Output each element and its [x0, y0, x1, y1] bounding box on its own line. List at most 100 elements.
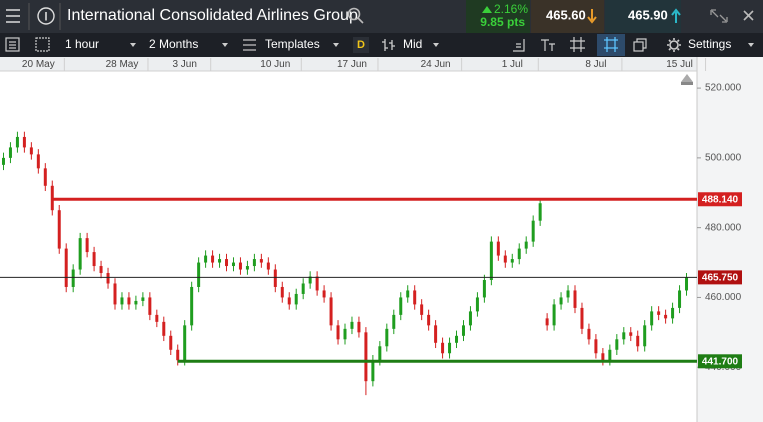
x-tick-label: 3 Jun — [172, 59, 196, 70]
up-arrow — [482, 6, 492, 13]
candle-body — [559, 297, 563, 305]
x-tick-label: 10 Jun — [260, 59, 290, 70]
templates-button[interactable]: Templates — [265, 37, 320, 51]
candle-body — [155, 314, 159, 322]
price-select[interactable]: Mid — [403, 37, 422, 51]
instrument-name: International Consolidated Airlines Grou… — [67, 7, 358, 24]
candle-body — [280, 286, 284, 298]
candle-body — [475, 297, 479, 312]
layers-icon[interactable] — [633, 38, 647, 52]
grid-icon[interactable] — [35, 37, 50, 52]
candle-body — [580, 307, 584, 329]
candle-body — [322, 290, 326, 298]
buy-price[interactable]: 465.90 — [628, 7, 668, 22]
candle-body — [197, 262, 201, 287]
candle-body — [71, 269, 75, 287]
candle-body — [315, 276, 319, 291]
candle-body — [148, 297, 152, 315]
candle-body — [545, 318, 549, 326]
y-tick-label: 480.000 — [705, 222, 742, 233]
candle-body — [601, 353, 605, 361]
crosshair-button[interactable] — [597, 34, 625, 56]
candle-body — [573, 290, 577, 308]
candle-body — [566, 290, 570, 298]
candle-body — [169, 335, 173, 350]
settings-button[interactable]: Settings — [688, 37, 731, 51]
candle-body — [99, 266, 103, 274]
candle-body — [120, 297, 124, 305]
candle-body — [78, 238, 82, 270]
mode-box — [353, 37, 369, 53]
candle-body — [427, 314, 431, 326]
buy-button[interactable] — [605, 0, 681, 33]
candle-body — [622, 332, 626, 340]
date-strip — [0, 57, 697, 71]
candle-body — [141, 297, 145, 301]
candle-body — [448, 342, 452, 354]
candle-body — [371, 360, 375, 382]
candle-body — [461, 325, 465, 336]
level-tag — [698, 192, 742, 207]
sell-price[interactable]: 465.60 — [546, 7, 586, 22]
candle-body — [43, 168, 47, 186]
y-tick-label: 500.000 — [705, 153, 742, 164]
candle-body — [441, 342, 445, 354]
candle-body — [106, 273, 110, 284]
candle-body — [468, 311, 472, 326]
candle-body — [245, 266, 249, 270]
candle-body — [552, 304, 556, 326]
candle-body — [455, 335, 459, 343]
candle-body — [183, 325, 187, 361]
search-icon[interactable] — [347, 7, 364, 24]
x-tick-label: 15 Jul — [666, 59, 693, 70]
candle-body — [385, 328, 389, 347]
candle-body — [350, 321, 354, 329]
expand-icon[interactable] — [710, 9, 728, 23]
change-points: 9.85 pts — [480, 15, 525, 29]
list-icon[interactable] — [5, 37, 20, 52]
candle-body — [650, 311, 654, 326]
candle-body — [287, 297, 291, 305]
sell-arrow — [587, 9, 597, 24]
candle-body — [357, 321, 361, 333]
interval-select[interactable]: 1 hour — [65, 37, 99, 51]
candle-body — [406, 290, 410, 298]
menu-button[interactable] — [6, 9, 20, 23]
candle-body — [657, 311, 661, 315]
level-tag — [698, 270, 742, 285]
scroll-up-marker[interactable] — [681, 74, 693, 82]
dropdown-caret — [222, 43, 228, 47]
x-tick-label: 20 May — [22, 59, 55, 70]
candle-body — [517, 248, 521, 260]
candle-body — [336, 325, 340, 340]
candle-body — [225, 259, 229, 267]
close-icon[interactable] — [743, 10, 754, 21]
candle-body — [399, 297, 403, 315]
candle-body — [218, 259, 222, 263]
settings-icon[interactable] — [667, 38, 681, 52]
candle-body — [392, 314, 396, 329]
dropdown-caret — [748, 43, 754, 47]
candle-body — [29, 147, 33, 155]
candle-body — [685, 277, 689, 291]
candle-body — [294, 293, 298, 305]
range-select[interactable]: 2 Months — [149, 37, 198, 51]
candle-body — [190, 286, 194, 326]
candle-body — [587, 328, 591, 340]
x-tick-label: 8 Jul — [585, 59, 606, 70]
info-icon[interactable] — [37, 7, 55, 25]
price-icon — [382, 39, 395, 51]
mode-button[interactable]: D — [357, 39, 365, 51]
x-tick-label: 17 Jun — [337, 59, 367, 70]
candle-body — [531, 220, 535, 242]
candle-body — [8, 147, 12, 158]
candle-body — [308, 276, 312, 284]
candle-body — [343, 328, 347, 340]
candle-body — [204, 255, 208, 263]
candle-body — [211, 255, 215, 263]
candle-body — [503, 255, 507, 263]
tool-icons[interactable] — [513, 37, 585, 52]
scroll-up-base — [681, 82, 693, 85]
templates-icon — [243, 39, 256, 51]
